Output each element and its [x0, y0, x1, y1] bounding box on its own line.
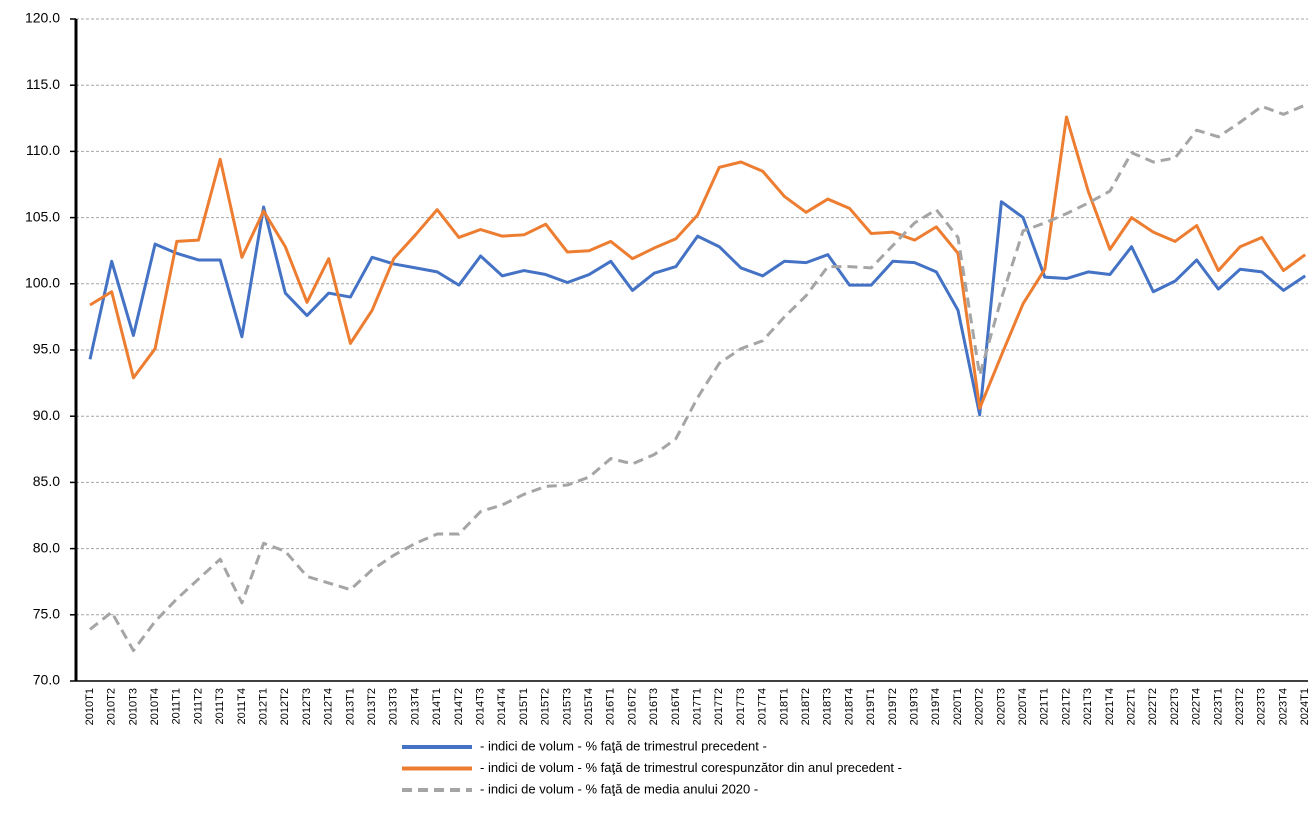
x-tick-label: 2019T2 — [887, 688, 899, 725]
x-tick-label: 2012T3 — [301, 688, 313, 725]
legend-label: - indici de volum - % faţă de media anul… — [480, 781, 758, 796]
x-tick-label: 2021T1 — [1039, 688, 1051, 725]
x-tick-label: 2017T3 — [735, 688, 747, 725]
y-tick-label: 110.0 — [26, 142, 60, 158]
x-tick-label: 2015T4 — [583, 688, 595, 725]
x-tick-label: 2011T3 — [214, 688, 226, 725]
x-tick-label: 2017T2 — [713, 688, 725, 725]
x-tick-label: 2024T1 — [1299, 688, 1308, 725]
x-tick-label: 2014T1 — [431, 688, 443, 725]
x-tick-label: 2019T4 — [930, 688, 942, 725]
x-tick-label: 2016T3 — [648, 688, 660, 725]
x-tick-label: 2018T3 — [822, 688, 834, 725]
x-tick-label: 2012T4 — [323, 688, 335, 725]
y-tick-label: 100.0 — [25, 275, 60, 291]
x-tick-label: 2019T1 — [865, 688, 877, 725]
x-tick-label: 2018T1 — [778, 688, 790, 725]
y-tick-label: 85.0 — [33, 473, 60, 489]
x-tick-label: 2014T2 — [453, 688, 465, 725]
y-tick-label: 90.0 — [33, 407, 60, 423]
x-tick-label: 2022T4 — [1191, 688, 1203, 725]
x-tick-label: 2010T2 — [106, 688, 118, 725]
x-tick-label: 2017T4 — [757, 688, 769, 725]
x-tick-label: 2021T3 — [1082, 688, 1094, 725]
series-line — [88, 200, 1307, 417]
x-tick-label: 2010T4 — [149, 688, 161, 725]
x-tick-label: 2019T3 — [909, 688, 921, 725]
x-tick-label: 2013T2 — [366, 688, 378, 725]
y-tick-label: 70.0 — [33, 672, 60, 688]
x-tick-label: 2017T1 — [692, 688, 704, 725]
x-tick-label: 2012T2 — [279, 688, 291, 725]
x-tick-label: 2012T1 — [258, 688, 270, 725]
x-tick-label: 2020T3 — [995, 688, 1007, 725]
x-tick-label: 2016T4 — [670, 688, 682, 725]
x-tick-label: 2022T1 — [1126, 688, 1138, 725]
legend-label: - indici de volum - % faţă de trimestrul… — [480, 738, 767, 753]
x-tick-label: 2015T1 — [518, 688, 530, 725]
series-line — [89, 115, 1307, 410]
x-tick-label: 2011T2 — [192, 688, 204, 725]
y-tick-label: 120.0 — [25, 10, 60, 26]
x-tick-label: 2016T1 — [605, 688, 617, 725]
y-tick-label: 75.0 — [33, 606, 60, 622]
x-tick-label: 2015T2 — [540, 688, 552, 725]
x-tick-label: 2018T2 — [800, 688, 812, 725]
y-tick-label: 105.0 — [25, 208, 60, 224]
x-tick-label: 2023T1 — [1212, 688, 1224, 725]
x-tick-label: 2021T2 — [1060, 688, 1072, 725]
x-tick-label: 2013T1 — [344, 688, 356, 725]
x-tick-label: 2020T4 — [1017, 688, 1029, 725]
x-tick-label: 2020T2 — [974, 688, 986, 725]
y-tick-label: 95.0 — [33, 341, 60, 357]
x-tick-label: 2011T1 — [171, 688, 183, 725]
x-tick-label: 2022T2 — [1147, 688, 1159, 725]
x-tick-label: 2013T3 — [388, 688, 400, 725]
x-tick-label: 2010T3 — [127, 688, 139, 725]
y-tick-label: 80.0 — [33, 539, 60, 555]
x-tick-label: 2018T4 — [843, 688, 855, 725]
legend-label: - indici de volum - % faţă de trimestrul… — [480, 760, 902, 775]
x-tick-label: 2021T4 — [1104, 688, 1116, 725]
x-tick-label: 2023T3 — [1256, 688, 1268, 725]
series-line — [89, 103, 1306, 653]
x-tick-label: 2022T3 — [1169, 688, 1181, 725]
x-tick-label: 2011T4 — [236, 688, 248, 725]
x-tick-label: 2010T1 — [84, 688, 96, 725]
y-tick-label: 115.0 — [26, 76, 60, 92]
x-tick-label: 2014T3 — [475, 688, 487, 725]
x-tick-label: 2020T1 — [952, 688, 964, 725]
x-tick-label: 2023T2 — [1234, 688, 1246, 725]
x-tick-label: 2016T2 — [626, 688, 638, 725]
x-tick-label: 2023T4 — [1277, 688, 1289, 725]
x-tick-label: 2015T3 — [561, 688, 573, 725]
x-tick-label: 2013T4 — [409, 688, 421, 725]
x-tick-label: 2014T4 — [496, 688, 508, 725]
